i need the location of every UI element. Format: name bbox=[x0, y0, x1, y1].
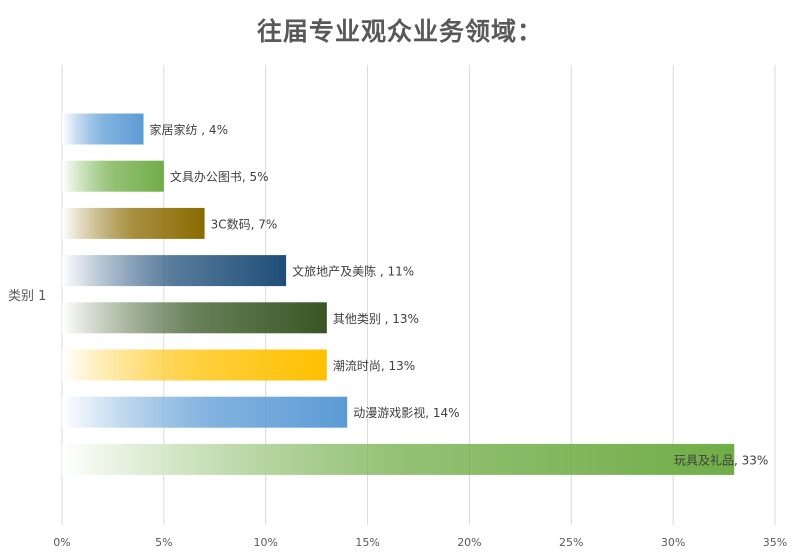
bar-data-label: 玩具及礼品, 33% bbox=[674, 452, 768, 467]
x-tick-label: 20% bbox=[457, 536, 481, 549]
bar bbox=[62, 349, 327, 381]
bar bbox=[62, 160, 164, 192]
bar bbox=[62, 302, 327, 334]
x-tick-label: 10% bbox=[253, 536, 277, 549]
x-tick-label: 35% bbox=[763, 536, 787, 549]
bars bbox=[62, 113, 735, 475]
bar-data-label: 3C数码, 7% bbox=[211, 216, 278, 231]
bar-data-label: 文旅地产及美陈 , 11% bbox=[292, 264, 414, 279]
bar-data-label: 其他类别 , 13% bbox=[333, 312, 419, 326]
chart-title: 往届专业观众业务领域： bbox=[256, 17, 543, 46]
x-axis-ticks: 0% 5% 10% 15% 20% 25% 30% 35% bbox=[53, 536, 787, 549]
bar-data-label: 家居家纺 , 4% bbox=[149, 122, 227, 137]
bar-data-label: 潮流时尚, 13% bbox=[333, 358, 415, 373]
x-tick-label: 0% bbox=[53, 536, 70, 549]
bar bbox=[62, 207, 205, 239]
bar-data-label: 动漫游戏影视, 14% bbox=[353, 405, 459, 420]
x-tick-label: 5% bbox=[155, 536, 172, 549]
bar bbox=[62, 443, 735, 475]
x-tick-label: 25% bbox=[559, 536, 583, 549]
category-axis-label: 类别 1 bbox=[8, 289, 46, 304]
x-tick-label: 30% bbox=[661, 536, 685, 549]
bar bbox=[62, 396, 348, 428]
bar-data-label: 文具办公图书, 5% bbox=[170, 169, 269, 184]
bar bbox=[62, 255, 287, 287]
bar bbox=[62, 113, 144, 145]
data-labels: 家居家纺 , 4% 文具办公图书, 5% 3C数码, 7% 文旅地产及美陈 , 11%… bbox=[149, 122, 768, 467]
x-tick-label: 15% bbox=[355, 536, 379, 549]
